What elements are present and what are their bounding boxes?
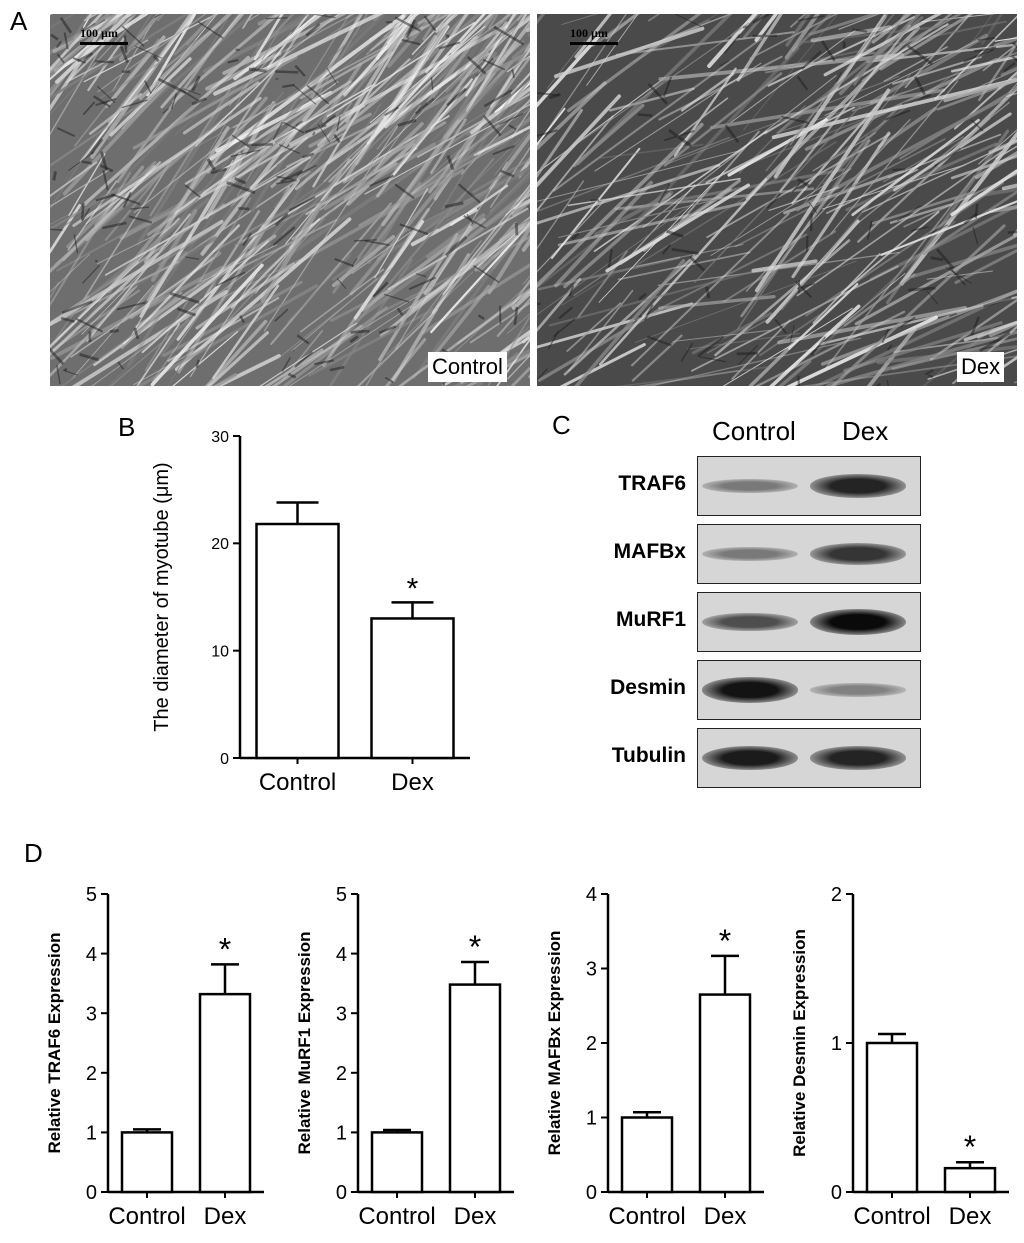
y-tick-label: 4 [86, 944, 97, 966]
blot-row-label: TRAF6 [618, 472, 686, 495]
blot-band [810, 543, 906, 565]
y-tick-label: 0 [220, 751, 229, 768]
x-tick-label: Control [108, 1203, 185, 1230]
micrograph-label-control: Control [428, 352, 507, 382]
blot-band [702, 677, 798, 703]
blot-lane-label-dex: Dex [842, 416, 889, 446]
blot-band [810, 474, 906, 498]
x-tick-label: Dex [454, 1203, 497, 1230]
y-tick-label: 1 [336, 1123, 347, 1145]
micrograph-label-dex: Dex [957, 352, 1005, 382]
x-tick-label: Control [358, 1203, 435, 1230]
micrograph-dex [537, 14, 1017, 386]
bar-dex [448, 983, 502, 1194]
scale-bar-label-control: 100 µm [80, 26, 118, 40]
micrograph-control-image [50, 14, 530, 386]
bar-control [620, 1116, 674, 1194]
panel-letter-a: A [10, 6, 28, 36]
chart-diameter: 0 10 20 30 The diameter of myotube (μm) Contr… [151, 429, 470, 796]
x-tick-label: Control [853, 1203, 930, 1230]
blot-band [810, 683, 906, 697]
y-axis-label: The diameter of myotube (μm) [151, 462, 173, 731]
bar-dex [698, 993, 752, 1194]
y-tick-label: 2 [831, 884, 842, 906]
chart-traf6: 0 1 2 3 4 5 Relative TRAF6 Expression Control De… [45, 884, 264, 1230]
chart-mafbx: 0 1 2 3 4 Relative MAFBx Expression Control Dex… [545, 884, 764, 1230]
panel-letter-b: B [118, 412, 136, 442]
y-axis-label: Relative MuRF1 Expression [295, 932, 314, 1155]
blot-strip [697, 728, 921, 788]
x-tick-label: Dex [204, 1203, 247, 1230]
panel-letter-c: C [552, 410, 571, 440]
blot-strip [697, 660, 921, 720]
significance-marker: * [469, 929, 481, 965]
y-tick-label: 1 [586, 1108, 597, 1130]
bar-dex [370, 617, 455, 760]
panel-letter-d: D [24, 838, 43, 868]
blot-band [810, 609, 906, 635]
y-tick-label: 0 [586, 1182, 597, 1204]
y-tick-label: 0 [336, 1182, 347, 1204]
significance-marker: * [407, 572, 419, 605]
blot-row-label: Tubulin [611, 744, 686, 767]
x-tick-label: Dex [704, 1203, 747, 1230]
blot-row-label: MAFBx [613, 540, 686, 563]
bar-control [255, 522, 340, 760]
scale-bar-control [80, 42, 128, 45]
y-tick-label: 0 [831, 1182, 842, 1204]
x-tick-label: Dex [949, 1203, 992, 1230]
y-tick-label: 4 [336, 944, 347, 966]
blot-band [810, 746, 906, 770]
bar-dex [943, 1166, 997, 1194]
x-tick-label: Control [608, 1203, 685, 1230]
x-tick-label: Dex [391, 769, 434, 796]
y-axis-label: Relative Desmin Expression [790, 929, 809, 1157]
scale-bar-label-dex: 100 µm [570, 26, 608, 40]
blot-strip [697, 592, 921, 652]
y-tick-label: 1 [86, 1123, 97, 1145]
significance-marker: * [964, 1129, 976, 1165]
y-tick-label: 3 [86, 1003, 97, 1025]
blot-strip [697, 524, 921, 584]
y-tick-label: 1 [831, 1033, 842, 1055]
micrograph-dex-image [537, 14, 1017, 386]
significance-marker: * [719, 923, 731, 959]
y-axis-label: Relative TRAF6 Expression [45, 932, 64, 1153]
y-tick-label: 10 [211, 643, 229, 660]
y-tick-label: 4 [586, 884, 597, 906]
chart-murf1: 0 1 2 3 4 5 Relative MuRF1 Expression Control De… [295, 884, 514, 1230]
blot-lane-label-control: Control [712, 416, 796, 446]
y-tick-label: 30 [211, 429, 229, 446]
y-tick-label: 0 [86, 1182, 97, 1204]
y-tick-label: 2 [586, 1033, 597, 1055]
bar-control [120, 1131, 174, 1194]
blot-row-label: MuRF1 [616, 608, 686, 631]
blot-band [702, 745, 798, 771]
y-tick-label: 5 [336, 884, 347, 906]
y-tick-label: 2 [86, 1063, 97, 1085]
micrograph-control [50, 14, 530, 386]
x-tick-label: Control [259, 769, 336, 796]
bar-control [370, 1131, 424, 1194]
significance-marker: * [219, 931, 231, 967]
blot-row-label: Desmin [610, 676, 686, 699]
bar-dex [198, 992, 252, 1194]
y-tick-label: 2 [336, 1063, 347, 1085]
scale-bar-dex [570, 42, 618, 45]
chart-desmin: 0 1 2 Relative Desmin Expression Control Dex * [790, 884, 1009, 1230]
y-tick-label: 5 [86, 884, 97, 906]
y-tick-label: 3 [586, 959, 597, 981]
blot-band [702, 612, 798, 632]
blot-strip [697, 456, 921, 516]
bar-control [865, 1041, 919, 1194]
y-tick-label: 3 [336, 1003, 347, 1025]
y-axis-label: Relative MAFBx Expression [545, 931, 564, 1156]
blot-band [702, 478, 798, 494]
blot-band [702, 546, 798, 562]
y-tick-label: 20 [211, 536, 229, 553]
